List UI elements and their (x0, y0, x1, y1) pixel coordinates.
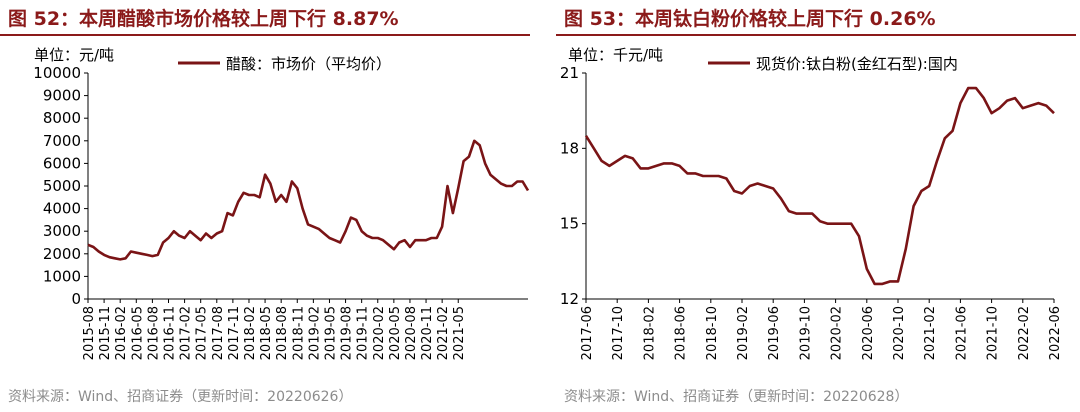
y-tick-label: 1000 (43, 267, 81, 285)
x-tick-label: 2017-06 (580, 306, 595, 360)
x-tick-label: 2016-11 (162, 306, 177, 360)
chart-title: 图 53：本周钛白粉价格较上周下行 0.26% (564, 8, 936, 30)
x-tick-label: 2018-02 (243, 306, 258, 360)
x-tick-label: 2020-08 (404, 306, 419, 360)
x-tick-label: 2019-10 (798, 306, 813, 360)
x-tick-label: 2022-06 (1048, 306, 1063, 360)
chart-panel-titanium-dioxide: 图 53：本周钛白粉价格较上周下行 0.26% 单位：千元/吨 12 15 18 21 2… (556, 0, 1076, 412)
x-tick-label: 2021-02 (436, 306, 451, 360)
y-tick-label: 4000 (43, 200, 81, 218)
x-tick-label: 2016-02 (114, 306, 129, 360)
y-tick-label: 15 (560, 215, 579, 233)
x-tick-label: 2020-06 (861, 306, 876, 360)
chart-source: 资料来源：Wind、招商证券（更新时间：20220626） (8, 389, 353, 405)
legend-label: 现货价:钛白粉(金红石型):国内 (756, 55, 958, 73)
y-tick-label: 8000 (43, 109, 81, 127)
y-tick-label: 6000 (43, 154, 81, 172)
x-tick-label: 2022-02 (1017, 306, 1032, 360)
acetic-acid-line-chart: 单位：元/吨 0 1000 2000 3000 4000 5000 6000 7000 8000 9… (33, 46, 530, 360)
x-tick-label: 2018-02 (642, 306, 657, 360)
series-line (87, 139, 530, 261)
x-tick-label: 2019-06 (767, 306, 782, 360)
x-tick-label: 2017-11 (227, 306, 242, 360)
y-tick-label: 9000 (43, 87, 81, 105)
x-tick-label: 2017-05 (195, 306, 210, 360)
unit-label: 单位：元/吨 (34, 46, 114, 64)
y-tick-label: 10000 (33, 64, 81, 82)
x-tick-label: 2020-02 (830, 306, 845, 360)
y-tick-label: 3000 (43, 222, 81, 240)
x-tick-label: 2021-06 (954, 306, 969, 360)
title-divider (556, 34, 1076, 36)
x-tick-label: 2020-02 (372, 306, 387, 360)
y-tick-label: 0 (71, 290, 81, 308)
x-tick-label: 2017-10 (611, 306, 626, 360)
x-tick-label: 2018-11 (291, 306, 306, 360)
x-tick-label: 2017-08 (211, 306, 226, 360)
x-tick-label: 2016-05 (130, 306, 145, 360)
titanium-dioxide-line-chart: 单位：千元/吨 12 15 18 21 2017-06 2017-10 2018-02 2018… (560, 46, 1063, 360)
x-tick-label: 2016-08 (146, 306, 161, 360)
x-tick-label: 2017-02 (179, 306, 194, 360)
x-tick-label: 2021-05 (452, 306, 467, 360)
y-tick-label: 5000 (43, 177, 81, 195)
x-tick-label: 2019-02 (307, 306, 322, 360)
x-tick-label: 2021-02 (923, 306, 938, 360)
x-tick-label: 2018-10 (705, 306, 720, 360)
y-tick-label: 18 (560, 139, 579, 157)
x-tick-label: 2019-05 (323, 306, 338, 360)
x-tick-label: 2019-11 (356, 306, 371, 360)
chart-panel-acetic-acid: 图 52：本周醋酸市场价格较上周下行 8.87% 单位：元/吨 0 1000 2000… (0, 0, 530, 412)
series-line (584, 86, 1055, 286)
legend-label: 醋酸：市场价（平均价） (226, 55, 391, 73)
x-tick-label: 2021-10 (986, 306, 1001, 360)
x-tick-label: 2018-08 (275, 306, 290, 360)
unit-label: 单位：千元/吨 (568, 46, 663, 64)
y-tick-label: 2000 (43, 245, 81, 263)
x-tick-label: 2018-05 (259, 306, 274, 360)
y-tick-label: 12 (560, 290, 579, 308)
y-tick-label: 21 (560, 64, 579, 82)
x-tick-label: 2019-08 (340, 306, 355, 360)
x-tick-label: 2015-08 (82, 306, 97, 360)
x-tick-label: 2020-11 (420, 306, 435, 360)
chart-source: 资料来源：Wind、招商证券（更新时间：20220628） (564, 389, 909, 405)
x-tick-label: 2018-06 (674, 306, 689, 360)
x-tick-label: 2020-05 (388, 306, 403, 360)
title-divider (0, 34, 530, 36)
x-tick-label: 2019-02 (736, 306, 751, 360)
chart-title: 图 52：本周醋酸市场价格较上周下行 8.87% (8, 8, 399, 30)
x-tick-label: 2020-10 (892, 306, 907, 360)
x-tick-label: 2015-11 (98, 306, 113, 360)
y-tick-label: 7000 (43, 132, 81, 150)
